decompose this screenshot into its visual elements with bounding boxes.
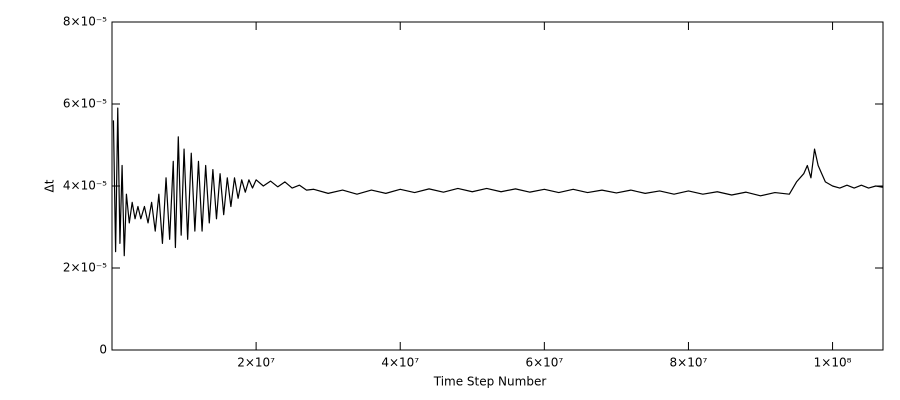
data-line xyxy=(112,107,884,257)
x-tick-label: 6×10⁷ xyxy=(525,356,563,370)
x-tick-label: 4×10⁷ xyxy=(381,356,419,370)
x-tick-label: 8×10⁷ xyxy=(670,356,708,370)
y-tick-label: 2×10⁻⁵ xyxy=(63,261,107,275)
y-axis-label: Δt xyxy=(43,179,57,192)
x-tick-label: 2×10⁷ xyxy=(237,356,275,370)
y-tick-label: 0 xyxy=(99,343,107,357)
plot-frame xyxy=(111,21,884,351)
y-tick-label: 4×10⁻⁵ xyxy=(63,179,107,193)
y-tick-label: 6×10⁻⁵ xyxy=(63,97,107,111)
y-tick-label: 8×10⁻⁵ xyxy=(63,15,107,29)
x-tick-label: 1×10⁸ xyxy=(814,356,852,370)
x-axis-label: Time Step Number xyxy=(433,375,547,389)
